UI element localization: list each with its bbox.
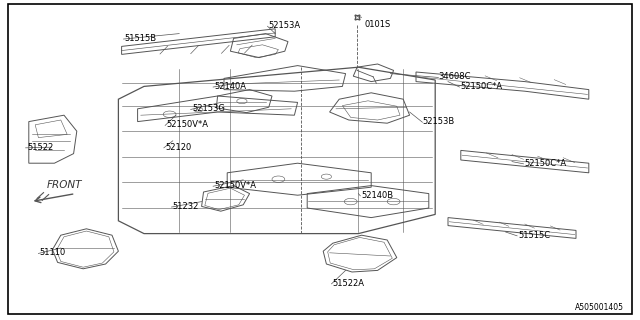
Text: 51515C: 51515C xyxy=(518,231,550,240)
Text: 51522A: 51522A xyxy=(333,279,365,288)
Text: 52150V*A: 52150V*A xyxy=(214,181,257,190)
Text: 52150V*A: 52150V*A xyxy=(166,120,209,129)
Text: A505001405: A505001405 xyxy=(575,303,624,312)
Text: 0101S: 0101S xyxy=(365,20,391,28)
Text: 51232: 51232 xyxy=(173,202,199,211)
Text: 52153G: 52153G xyxy=(192,104,225,113)
Text: 51110: 51110 xyxy=(40,248,66,257)
Text: 51522: 51522 xyxy=(27,143,53,152)
Text: 52140B: 52140B xyxy=(362,191,394,200)
Text: FRONT: FRONT xyxy=(46,180,82,190)
Text: 52120: 52120 xyxy=(165,143,191,152)
Text: 52153B: 52153B xyxy=(422,117,454,126)
Text: 34608C: 34608C xyxy=(438,72,471,81)
Text: 52150C*A: 52150C*A xyxy=(525,159,567,168)
Text: 51515B: 51515B xyxy=(125,34,157,43)
Text: 52153A: 52153A xyxy=(269,21,301,30)
Text: 52150C*A: 52150C*A xyxy=(461,82,503,91)
Text: 52140A: 52140A xyxy=(214,82,246,91)
